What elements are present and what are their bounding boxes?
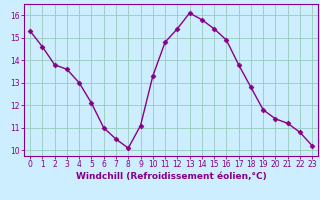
X-axis label: Windchill (Refroidissement éolien,°C): Windchill (Refroidissement éolien,°C) [76,172,267,181]
